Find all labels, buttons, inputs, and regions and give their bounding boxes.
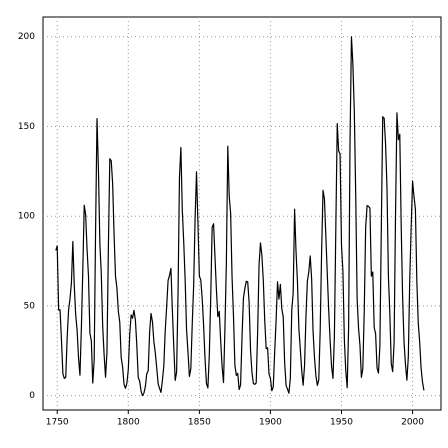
data-line (55, 36, 425, 397)
x-tick-label: 1750 (46, 418, 69, 428)
plot-frame (42, 16, 442, 411)
x-tick-label: 2000 (401, 418, 424, 428)
x-tick-label: 1800 (117, 418, 140, 428)
x-tick-label: 1900 (259, 418, 282, 428)
y-tick-label: 100 (18, 212, 35, 222)
y-tick-label: 0 (29, 391, 35, 401)
y-tick-label: 50 (24, 301, 36, 311)
x-tick-label: 1950 (330, 418, 353, 428)
y-tick-label: 150 (18, 122, 35, 132)
x-tick-label: 1850 (188, 418, 211, 428)
y-tick-label: 200 (18, 32, 35, 42)
